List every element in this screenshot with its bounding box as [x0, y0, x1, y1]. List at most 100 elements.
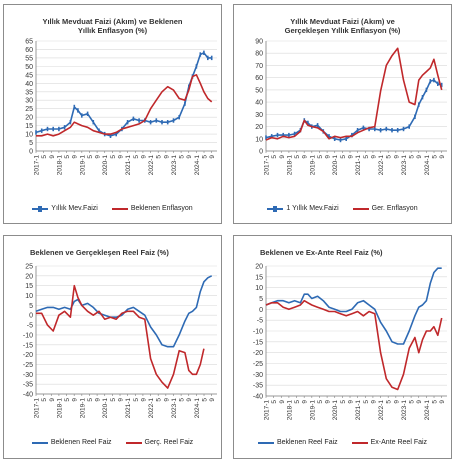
- series-point: [421, 95, 424, 100]
- x-tick-label: 5: [294, 155, 301, 159]
- y-tick-label: 20: [255, 264, 263, 271]
- y-tick-label: 90: [255, 39, 263, 46]
- x-tick-label: 5: [340, 155, 347, 159]
- series-point: [35, 130, 37, 135]
- x-tick-label: 5: [386, 400, 393, 404]
- series-point: [418, 102, 420, 107]
- x-tick-label: 5: [271, 400, 278, 404]
- legend-label: Beklenen Enflasyon: [130, 205, 193, 212]
- y-tick-label: 5: [29, 140, 33, 147]
- x-tick-label: 9: [439, 400, 446, 404]
- y-tick-label: 65: [25, 39, 33, 46]
- series-point: [92, 120, 95, 125]
- x-tick-label: 5: [363, 400, 370, 404]
- series-line-blue: [265, 267, 442, 345]
- x-tick-label: 5: [64, 398, 71, 402]
- series-point: [293, 131, 296, 137]
- x-tick-label: 9: [72, 398, 79, 402]
- legend-label: 1 Yıllık Mev.Faizi: [286, 205, 339, 212]
- x-tick-label: 5: [133, 155, 140, 159]
- y-tick-label: 60: [25, 47, 33, 54]
- x-tick-label: 5: [386, 155, 393, 159]
- series-point: [210, 55, 213, 61]
- y-tick-label: 80: [255, 51, 263, 58]
- y-tick-label: 10: [255, 285, 263, 292]
- series-point: [195, 64, 198, 69]
- legend-item: Gerç. Reel Faiz: [125, 439, 193, 446]
- x-tick-label: 5: [64, 155, 71, 159]
- x-tick-label: 2019-1: [309, 400, 316, 421]
- x-tick-label: 9: [279, 155, 286, 159]
- series-point: [161, 120, 163, 125]
- x-tick-label: 2019-1: [79, 398, 86, 419]
- chart-title: Beklenen ve Gerçekleşen Reel Faiz (%): [4, 248, 221, 257]
- series-point: [333, 136, 336, 141]
- series-point: [178, 115, 180, 120]
- series-point: [73, 104, 76, 110]
- y-tick-label: 20: [255, 124, 263, 131]
- x-tick-label: 9: [49, 398, 56, 402]
- legend-label: Beklenen Reel Faiz: [50, 439, 112, 446]
- series-point: [132, 116, 135, 121]
- x-tick-label: 9: [209, 398, 216, 402]
- x-tick-label: 9: [302, 155, 309, 159]
- series-point: [126, 120, 129, 125]
- y-tick-label: 30: [255, 112, 263, 119]
- chart-legend: Yıllık Mev.Faizi Beklenen Enflasyon: [4, 205, 221, 212]
- x-tick-label: 9: [279, 400, 286, 404]
- series-point: [316, 123, 319, 128]
- x-tick-label: 9: [393, 155, 400, 159]
- chart-legend: Beklenen Reel Faiz Gerç. Reel Faiz: [4, 439, 221, 446]
- y-tick-label: 25: [25, 106, 33, 113]
- chart-title-line-1: Yıllık Mevduat Faizi (Akım) ve Beklenen: [42, 17, 183, 26]
- legend-item: Yıllık Mev.Faizi: [32, 205, 98, 212]
- x-tick-label: 5: [432, 155, 439, 159]
- y-tick-label: 10: [25, 293, 33, 300]
- series-point: [385, 126, 388, 132]
- y-tick-label: 40: [255, 100, 263, 107]
- y-tick-label: -30: [23, 372, 33, 379]
- y-tick-label: 0: [259, 149, 263, 156]
- x-tick-label: 2018-1: [286, 400, 293, 421]
- legend-item: Ger. Enflasyon: [352, 205, 418, 212]
- x-tick-label: 5: [156, 398, 163, 402]
- series-point: [52, 126, 54, 132]
- y-tick-label: -40: [253, 394, 263, 401]
- legend-label: Beklenen Reel Faiz: [276, 439, 338, 446]
- y-tick-label: -10: [253, 329, 263, 336]
- x-tick-label: 2020-1: [102, 398, 109, 419]
- y-tick-label: 5: [29, 303, 33, 310]
- x-tick-label: 9: [140, 155, 147, 159]
- y-tick-label: 40: [25, 81, 33, 88]
- series-point: [429, 79, 432, 84]
- series-point: [199, 52, 202, 57]
- x-tick-label: 2021-1: [125, 155, 132, 176]
- series-point: [166, 120, 169, 125]
- x-tick-label: 5: [432, 400, 439, 404]
- y-tick-label: 30: [25, 98, 33, 105]
- x-tick-label: 2020-1: [102, 155, 109, 176]
- chart-title-line-1: Yıllık Mevduat Faizi (Akım) ve: [290, 17, 395, 26]
- series-point: [402, 126, 405, 132]
- series-point: [270, 134, 273, 139]
- chart-legend: Beklenen Reel Faiz Ex-Ante Reel Faiz: [234, 439, 451, 446]
- chart-title-line-2: Gerçekleşen Yıllık Enflasyon (%): [284, 26, 401, 35]
- x-tick-label: 5: [156, 155, 163, 159]
- y-tick-label: -25: [253, 361, 263, 368]
- chart-panel-2: Yıllık Mevduat Faizi (Akım) ve Gerçekleş…: [233, 4, 452, 224]
- x-tick-label: 5: [202, 155, 209, 159]
- series-point: [328, 134, 330, 139]
- x-tick-label: 5: [179, 398, 186, 402]
- x-tick-label: 5: [271, 155, 278, 159]
- series-point: [115, 131, 117, 137]
- series-point: [203, 50, 205, 55]
- series-point: [351, 132, 353, 138]
- series-point: [433, 77, 435, 83]
- y-tick-label: -5: [257, 318, 263, 325]
- series-point: [408, 124, 410, 129]
- x-tick-label: 2018-1: [56, 398, 63, 419]
- x-tick-label: 5: [110, 398, 117, 402]
- x-tick-label: 2022-1: [148, 155, 155, 176]
- chart-legend: 1 Yıllık Mev.Faizi Ger. Enflasyon: [234, 205, 451, 212]
